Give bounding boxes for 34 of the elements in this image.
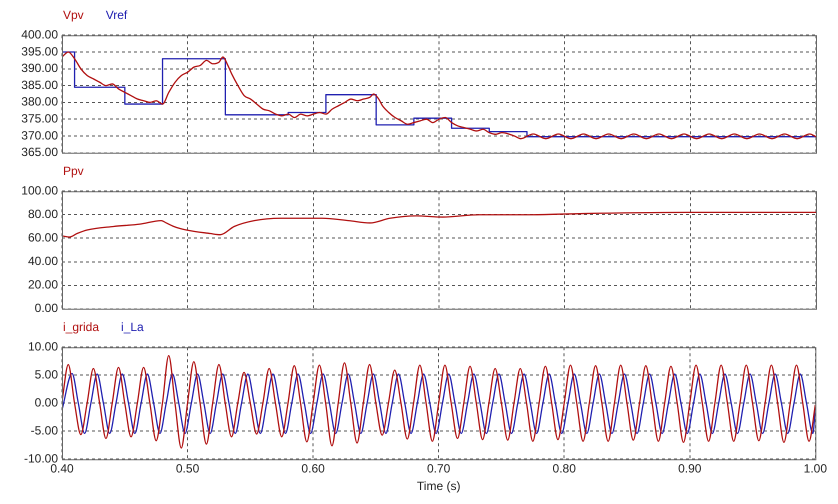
y-tick-label: 20.00: [28, 278, 58, 292]
y-tick-label: 385.00: [21, 78, 58, 92]
y-tick-label: 0.00: [34, 396, 58, 410]
y-tick-label: 5.00: [34, 368, 58, 382]
y-tick-label: 395.00: [21, 44, 58, 58]
x-tick-label: 0.90: [678, 462, 702, 476]
y-tick-label: 375.00: [21, 112, 58, 126]
text: Vpv: [63, 8, 84, 24]
y-tick-label: 370.00: [21, 128, 58, 142]
line-series: [62, 372, 816, 434]
y-tick-label: 365.00: [21, 145, 58, 160]
y-tick-label: 60.00: [28, 230, 58, 245]
y-tick-label: 0.00: [34, 301, 58, 316]
line-series: [62, 212, 816, 238]
y-tick-label: 400.00: [21, 28, 58, 42]
text: Vref: [106, 8, 128, 24]
x-tick-label: 1.00: [804, 462, 828, 476]
y-tick-label: 380.00: [21, 94, 58, 109]
x-tick-label: 0.50: [176, 462, 200, 476]
line-series: [62, 354, 816, 449]
x-tick-label: 0.80: [552, 462, 576, 476]
text: Ppv: [63, 164, 84, 180]
y-tick-label: 100.00: [21, 184, 58, 198]
text: i_La: [121, 320, 144, 336]
y-tick-label: -5.00: [30, 424, 58, 438]
x-tick-label: 0.60: [301, 462, 326, 476]
y-tick-label: 10.00: [28, 340, 58, 354]
y-tick-label: 80.00: [28, 207, 58, 222]
y-tick-label: 40.00: [28, 254, 58, 268]
x-tick-label: 0.40: [50, 462, 74, 476]
text: i_grida: [63, 320, 100, 336]
x-tick-label: 0.70: [426, 462, 451, 476]
y-tick-label: 390.00: [21, 61, 58, 76]
x-axis-title: Time (s): [416, 479, 460, 494]
